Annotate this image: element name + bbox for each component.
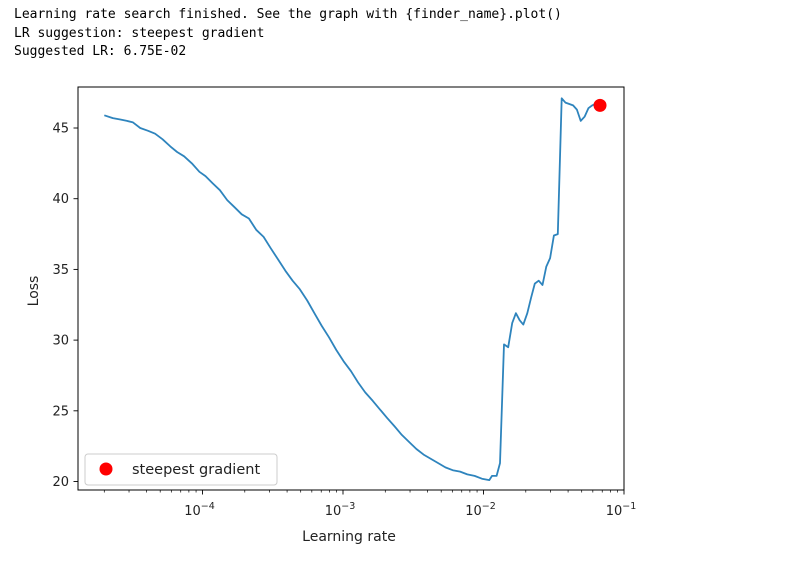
legend-box <box>84 453 278 486</box>
y-tick-label: 20 <box>52 475 69 490</box>
y-tick-label: 30 <box>52 334 69 349</box>
x-tick-label: 10−4 <box>184 501 215 519</box>
y-tick-label: 35 <box>52 263 69 278</box>
y-tick-label: 25 <box>52 404 69 419</box>
x-tick-label: 10−3 <box>325 501 356 519</box>
y-axis: 20 25 30 35 40 45 <box>52 122 78 490</box>
plot-area <box>104 97 607 481</box>
x-axis-label: Learning rate <box>302 529 396 545</box>
y-tick-label: 45 <box>52 122 69 137</box>
x-tick-label: 10−1 <box>606 501 637 519</box>
legend: steepest gradient <box>84 453 278 486</box>
y-tick-label: 40 <box>52 192 69 207</box>
suggested-lr-point <box>593 98 607 112</box>
x-tick-label: 10−2 <box>465 501 496 519</box>
x-axis: 10−4 10−3 10−2 10−1 <box>103 490 637 519</box>
legend-marker <box>99 462 113 476</box>
axes-frame <box>77 86 625 491</box>
output-line-suggested-lr: Suggested LR: 6.75E-02 <box>14 44 187 59</box>
y-axis-label: Loss <box>26 276 42 307</box>
output-line-finished: Learning rate search finished. See the g… <box>14 7 562 22</box>
output-line-suggestion: LR suggestion: steepest gradient <box>14 25 265 41</box>
loss-curve <box>104 97 596 481</box>
legend-label: steepest gradient <box>132 462 260 478</box>
console-output: Learning rate search finished. See the g… <box>14 6 562 62</box>
